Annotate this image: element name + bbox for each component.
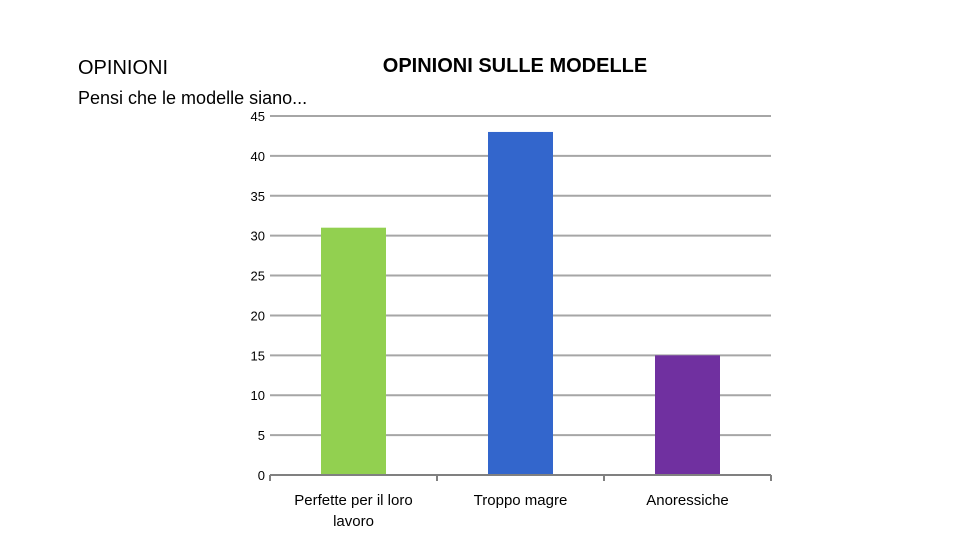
- y-tick-label: 30: [251, 229, 265, 244]
- y-tick-label: 45: [251, 109, 265, 124]
- bars: [321, 131, 720, 475]
- bar: [655, 355, 720, 475]
- y-axis-ticks: 0 5 10 15 20 25 30 35 40 45: [251, 109, 265, 483]
- slide-title: OPINIONI: [78, 57, 169, 79]
- y-tick-label: 10: [251, 388, 265, 403]
- bar: [488, 131, 553, 475]
- y-tick-label: 0: [258, 468, 265, 483]
- y-tick-label: 20: [251, 308, 265, 323]
- x-tick-label: Troppo magre: [474, 492, 568, 509]
- x-axis-ticks: Perfette per il loro lavoro Troppo magre An…: [294, 492, 728, 530]
- x-tick-label: Perfette per il loro lavoro: [294, 492, 412, 530]
- y-tick-label: 5: [258, 428, 265, 443]
- y-tick-label: 15: [251, 348, 265, 363]
- y-tick-label: 35: [251, 189, 265, 204]
- y-tick-label: 25: [251, 269, 265, 284]
- x-axis: [269, 474, 772, 481]
- slide-subtitle: Pensi che le modelle siano...: [78, 88, 308, 108]
- x-tick-label: Anoressiche: [646, 492, 729, 509]
- bar: [321, 227, 386, 475]
- y-tick-label: 40: [251, 149, 265, 164]
- chart-title: OPINIONI SULLE MODELLE: [382, 55, 648, 77]
